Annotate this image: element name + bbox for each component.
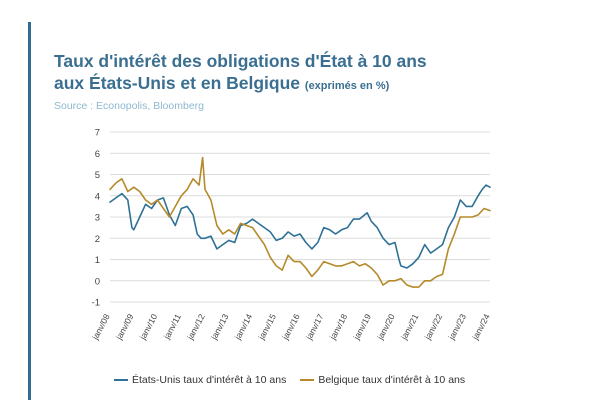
x-tick-label: janv/23 [446,312,468,342]
y-tick-label: 1 [95,255,100,266]
x-tick-label: janv/10 [137,312,159,342]
x-tick-label: janv/13 [208,312,230,342]
chart-title: Taux d'intérêt des obligations d'État à … [54,50,580,97]
y-tick-label: 0 [95,276,100,287]
x-tick-label: janv/11 [161,312,183,341]
y-tick-label: 2 [95,234,100,245]
x-tick-label: janv/24 [470,312,492,342]
x-tick-label: janv/08 [90,312,112,342]
x-tick-label: janv/21 [398,312,420,342]
y-tick-label: 3 [95,213,100,224]
chart-title-line2: aux États-Unis et en Belgique [54,73,301,93]
y-tick-label: 4 [95,191,100,202]
y-tick-label: 5 [95,170,100,181]
legend-swatch-us [114,379,128,381]
legend-item-be: Belgique taux d'intérêt à 10 ans [300,374,465,386]
x-tick-label: janv/14 [232,312,254,342]
legend-label-us: États-Unis taux d'intérêt à 10 ans [132,374,287,386]
legend-label-be: Belgique taux d'intérêt à 10 ans [318,374,466,386]
series-line-us [109,184,491,269]
x-tick-label: janv/18 [327,312,349,342]
x-tick-label: janv/15 [256,312,278,342]
legend-item-us: États-Unis taux d'intérêt à 10 ans [114,374,286,386]
y-tick-label: -1 [92,298,100,309]
legend-swatch-be [300,379,315,381]
x-tick-label: janv/22 [422,312,444,342]
chart-legend: États-Unis taux d'intérêt à 10 ans Belgi… [114,374,465,386]
x-tick-label: janv/16 [280,312,302,342]
x-tick-label: janv/20 [375,312,397,342]
y-tick-label: 7 [95,128,100,139]
x-tick-label: janv/17 [303,312,325,342]
x-tick-label: janv/19 [351,312,373,342]
chart-source: Source : Econopolis, Bloomberg [54,100,204,112]
chart-header: Taux d'intérêt des obligations d'État à … [54,50,580,112]
chart-area: 7 6 5 4 3 2 1 0 -1 janv/08 janv/09 janv/10 janv/11 ja… [80,122,500,384]
accent-bar [28,22,31,400]
series-line-be [109,156,491,288]
chart-title-line1: Taux d'intérêt des obligations d'État à … [54,51,427,71]
chart-title-unit: (exprimés en %) [304,80,390,92]
y-tick-label: 6 [95,149,100,160]
x-tick-label: janv/09 [113,312,135,342]
x-tick-label: janv/12 [185,312,207,342]
